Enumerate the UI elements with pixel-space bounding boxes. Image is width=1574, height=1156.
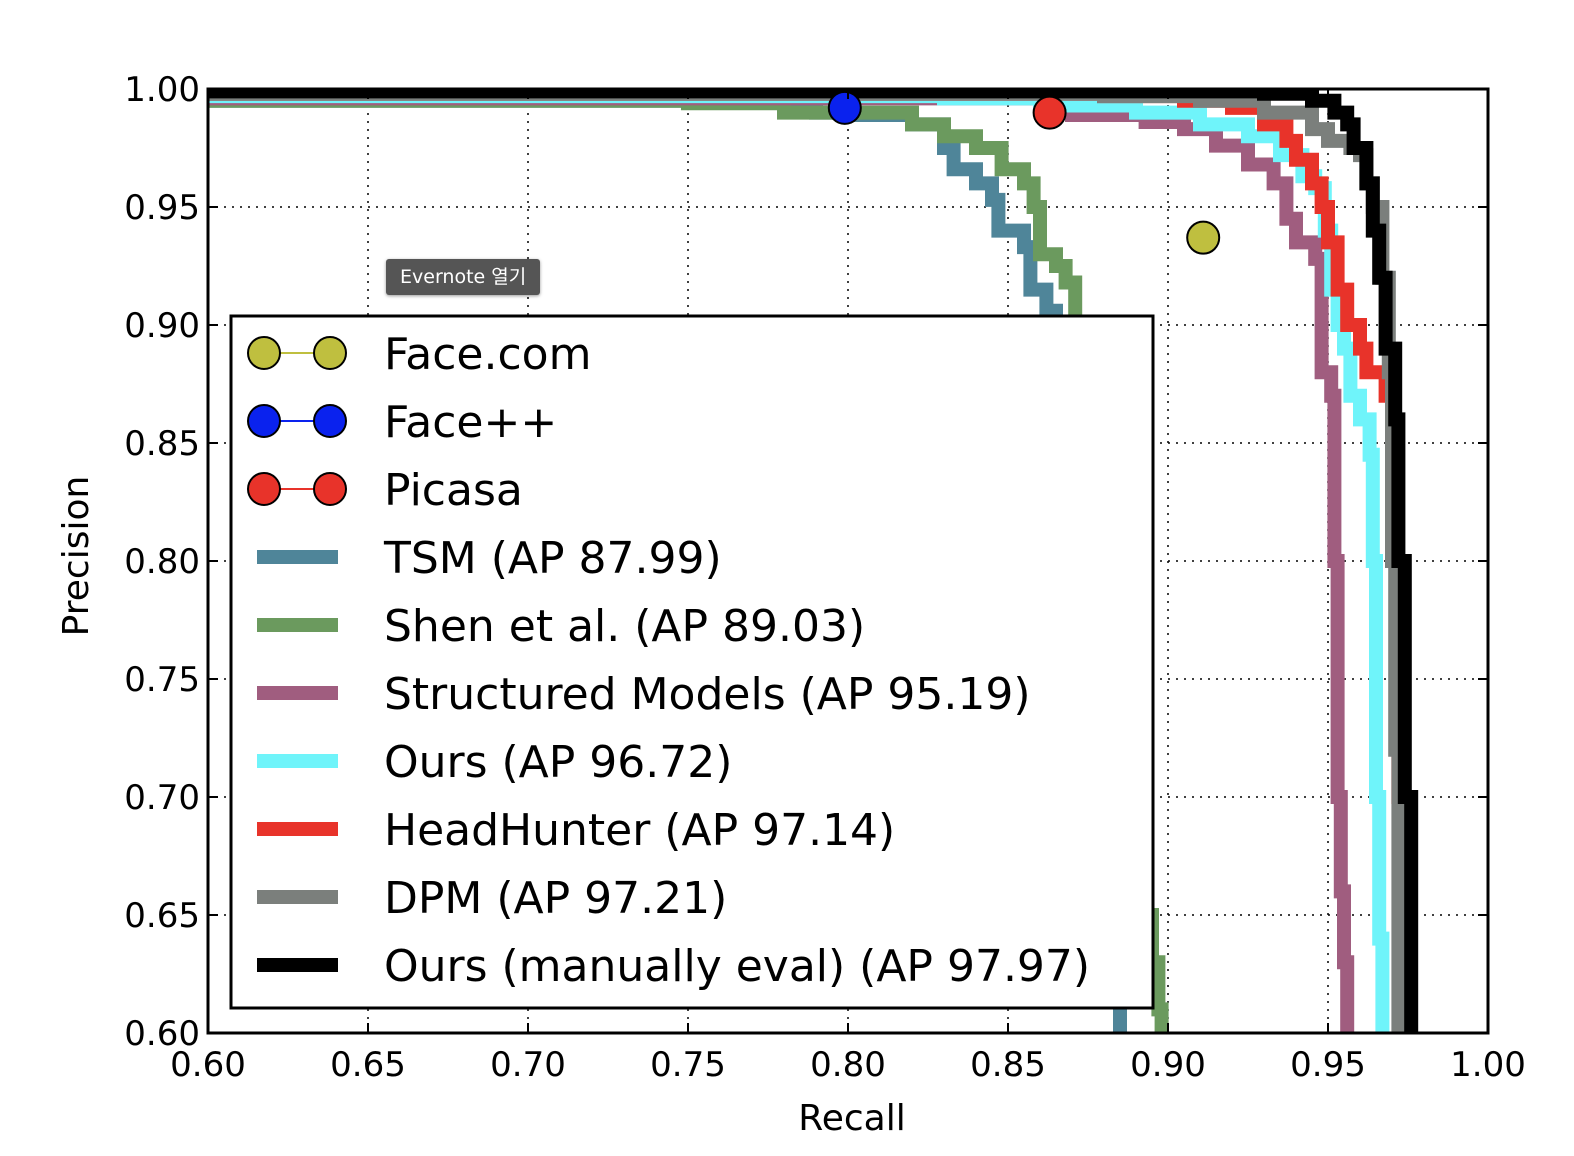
legend-label: TSM (AP 87.99)	[383, 533, 722, 584]
ticks: 0.60 0.65 0.70 0.75 0.80 0.85 0.90 0.95 1.00 0.60…	[124, 70, 1526, 1085]
legend-box	[229, 314, 1155, 1010]
x-tick-label: 1.00	[1450, 1045, 1526, 1085]
y-axis-title: Precision	[56, 476, 97, 637]
x-tick-label: 0.80	[810, 1045, 886, 1085]
legend-swatch-marker	[247, 404, 281, 438]
legend-label: Face.com	[384, 329, 591, 380]
point-marker	[827, 90, 862, 125]
legend-label: DPM (AP 97.21)	[384, 873, 727, 924]
x-axis-title: Recall	[798, 1098, 905, 1139]
points-layer	[827, 90, 1221, 255]
legend-swatch-marker	[313, 404, 347, 438]
x-tick-label: 0.70	[490, 1045, 566, 1085]
y-tick-label: 1.00	[124, 70, 200, 110]
evernote-tooltip[interactable]: Evernote 열기	[386, 259, 541, 295]
y-tick-label: 0.85	[124, 424, 200, 464]
y-tick-label: 0.65	[124, 896, 200, 936]
legend-swatch-marker	[247, 472, 281, 506]
x-tick-label: 0.75	[650, 1045, 726, 1085]
x-tick-label: 0.60	[170, 1045, 246, 1085]
legend-label: Structured Models (AP 95.19)	[384, 669, 1031, 720]
x-tick-label: 0.85	[970, 1045, 1046, 1085]
legend-label: Shen et al. (AP 89.03)	[384, 601, 865, 652]
point-marker	[1032, 95, 1067, 130]
legend-swatch-marker	[247, 336, 281, 370]
legend-swatch-marker	[313, 336, 347, 370]
legend-label: HeadHunter (AP 97.14)	[384, 805, 895, 856]
x-tick-label: 0.90	[1130, 1045, 1206, 1085]
x-tick-label: 0.95	[1290, 1045, 1366, 1085]
legend-label: Face++	[384, 397, 557, 448]
y-tick-label: 0.60	[124, 1014, 200, 1054]
point-marker	[1186, 220, 1221, 255]
y-tick-label: 0.80	[124, 542, 200, 582]
y-tick-label: 0.75	[124, 660, 200, 700]
legend-label: Ours (AP 96.72)	[384, 737, 732, 788]
legend-label: Picasa	[384, 465, 523, 516]
legend: Face.com Face++ Picasa TSM (AP 87.99) Shen e…	[229, 314, 1155, 1010]
y-tick-label: 0.95	[124, 188, 200, 228]
series-line	[208, 89, 1419, 1033]
legend-swatch-marker	[313, 472, 347, 506]
y-tick-label: 0.90	[124, 306, 200, 346]
legend-label: Ours (manually eval) (AP 97.97)	[384, 941, 1090, 992]
x-tick-label: 0.65	[330, 1045, 406, 1085]
y-tick-label: 0.70	[124, 778, 200, 818]
